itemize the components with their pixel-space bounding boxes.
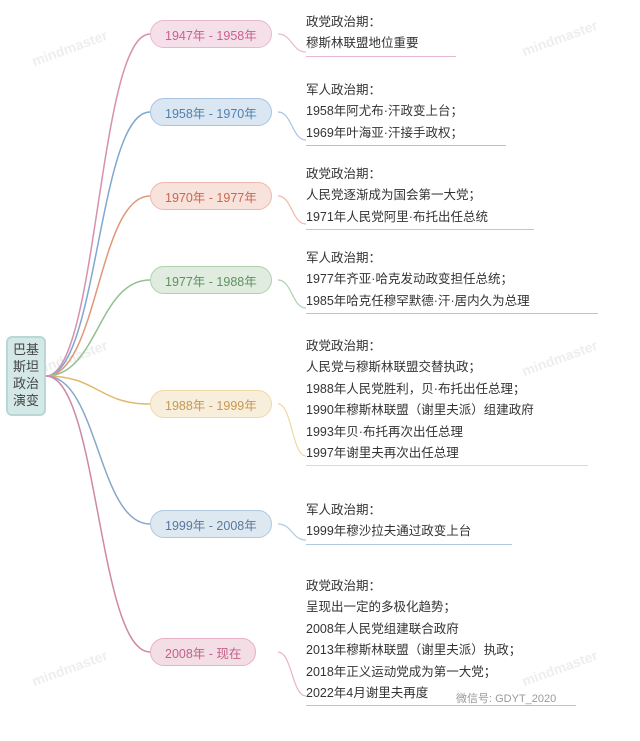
detail-underline bbox=[306, 313, 598, 314]
detail-underline bbox=[306, 465, 588, 466]
watermark: mindmaster bbox=[520, 17, 600, 59]
detail-line: 1988年人民党胜利，贝·布托出任总理； bbox=[306, 379, 534, 400]
detail-block-p2: 军人政治期：1958年阿尤布·汗政变上台；1969年叶海亚·汗接手政权； bbox=[306, 80, 463, 144]
detail-line: 1999年穆沙拉夫通过政变上台 bbox=[306, 521, 471, 542]
detail-underline bbox=[306, 229, 534, 230]
detail-line: 1993年贝·布托再次出任总理 bbox=[306, 422, 534, 443]
detail-line: 2013年穆斯林联盟（谢里夫派）执政； bbox=[306, 640, 521, 661]
detail-line: 政党政治期： bbox=[306, 336, 534, 357]
period-node-p6: 1999年 - 2008年 bbox=[150, 510, 272, 538]
period-node-p1: 1947年 - 1958年 bbox=[150, 20, 272, 48]
period-node-p5: 1988年 - 1999年 bbox=[150, 390, 272, 418]
detail-line: 1990年穆斯林联盟（谢里夫派）组建政府 bbox=[306, 400, 534, 421]
detail-block-p7: 政党政治期：呈现出一定的多极化趋势；2008年人民党组建联合政府2013年穆斯林… bbox=[306, 576, 521, 704]
detail-underline bbox=[306, 544, 512, 545]
detail-underline bbox=[306, 56, 456, 57]
detail-line: 2018年正义运动党成为第一大党； bbox=[306, 662, 521, 683]
detail-block-p5: 政党政治期：人民党与穆斯林联盟交替执政；1988年人民党胜利，贝·布托出任总理；… bbox=[306, 336, 534, 464]
detail-line: 2008年人民党组建联合政府 bbox=[306, 619, 521, 640]
detail-line: 1958年阿尤布·汗政变上台； bbox=[306, 101, 463, 122]
detail-line: 军人政治期： bbox=[306, 500, 471, 521]
detail-line: 穆斯林联盟地位重要 bbox=[306, 33, 419, 54]
period-node-p2: 1958年 - 1970年 bbox=[150, 98, 272, 126]
watermark: mindmaster bbox=[520, 647, 600, 689]
period-node-p4: 1977年 - 1988年 bbox=[150, 266, 272, 294]
root-node: 巴基斯坦政治演变 bbox=[6, 336, 46, 416]
detail-line: 1977年齐亚·哈克发动政变担任总统； bbox=[306, 269, 530, 290]
detail-line: 人民党与穆斯林联盟交替执政； bbox=[306, 357, 534, 378]
detail-line: 政党政治期： bbox=[306, 164, 488, 185]
detail-line: 政党政治期： bbox=[306, 576, 521, 597]
period-node-p3: 1970年 - 1977年 bbox=[150, 182, 272, 210]
detail-block-p3: 政党政治期：人民党逐渐成为国会第一大党；1971年人民党阿里·布托出任总统 bbox=[306, 164, 488, 228]
watermark: mindmaster bbox=[30, 647, 110, 689]
detail-line: 呈现出一定的多极化趋势； bbox=[306, 597, 521, 618]
watermark: mindmaster bbox=[30, 27, 110, 69]
root-label: 巴基斯坦政治演变 bbox=[12, 342, 40, 410]
detail-line: 1969年叶海亚·汗接手政权； bbox=[306, 123, 463, 144]
detail-block-p6: 军人政治期：1999年穆沙拉夫通过政变上台 bbox=[306, 500, 471, 543]
detail-line: 军人政治期： bbox=[306, 248, 530, 269]
detail-line: 军人政治期： bbox=[306, 80, 463, 101]
detail-line: 1985年哈克任穆罕默德·汗·居内久为总理 bbox=[306, 291, 530, 312]
detail-line: 人民党逐渐成为国会第一大党； bbox=[306, 185, 488, 206]
detail-block-p1: 政党政治期：穆斯林联盟地位重要 bbox=[306, 12, 419, 55]
detail-line: 政党政治期： bbox=[306, 12, 419, 33]
footer-wechat: 微信号: GDYT_2020 bbox=[456, 690, 556, 706]
detail-block-p4: 军人政治期：1977年齐亚·哈克发动政变担任总统；1985年哈克任穆罕默德·汗·… bbox=[306, 248, 530, 312]
period-node-p7: 2008年 - 现在 bbox=[150, 638, 256, 666]
detail-underline bbox=[306, 145, 506, 146]
detail-line: 1971年人民党阿里·布托出任总统 bbox=[306, 207, 488, 228]
detail-line: 1997年谢里夫再次出任总理 bbox=[306, 443, 534, 464]
